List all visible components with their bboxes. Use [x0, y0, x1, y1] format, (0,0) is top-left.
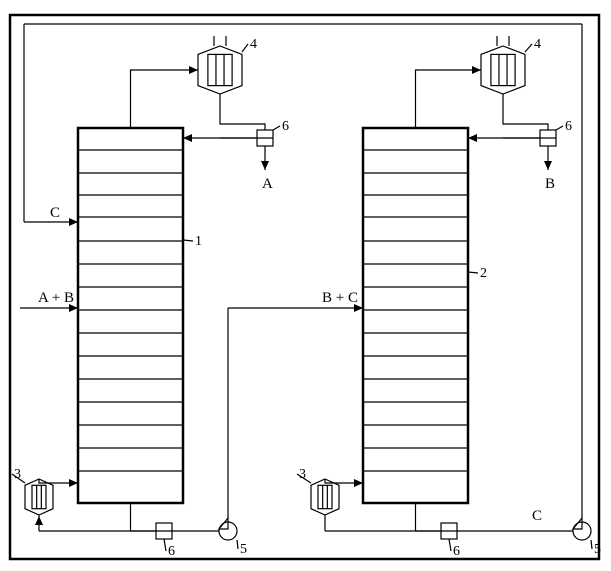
reboiler-icon	[311, 479, 339, 515]
ref-number: 6	[168, 544, 175, 559]
reboiler-icon	[25, 479, 53, 515]
ref-number: 5	[594, 542, 601, 557]
ref-number: 6	[453, 544, 460, 559]
ref-number: 3	[14, 467, 21, 482]
stream-label: C	[532, 508, 542, 524]
ref-number: 5	[240, 542, 247, 557]
condenser-icon	[198, 36, 242, 94]
ref-number: 2	[480, 266, 487, 281]
ref-number: 4	[250, 37, 257, 52]
ref-number: 3	[299, 467, 306, 482]
stream-label: C	[50, 205, 60, 221]
condenser-icon	[481, 36, 525, 94]
ref-number: 4	[534, 37, 541, 52]
stream-label: B	[545, 176, 555, 192]
distillation-column	[78, 128, 183, 503]
ref-number: 6	[282, 119, 289, 134]
stream-label: A + B	[38, 290, 74, 306]
pump-icon	[573, 518, 591, 540]
ref-number: 6	[565, 119, 572, 134]
pump-icon	[219, 518, 237, 540]
stream-label: B + C	[322, 290, 358, 306]
ref-number: 1	[195, 234, 202, 249]
distillation-column	[363, 128, 468, 503]
stream-label: A	[262, 176, 273, 192]
